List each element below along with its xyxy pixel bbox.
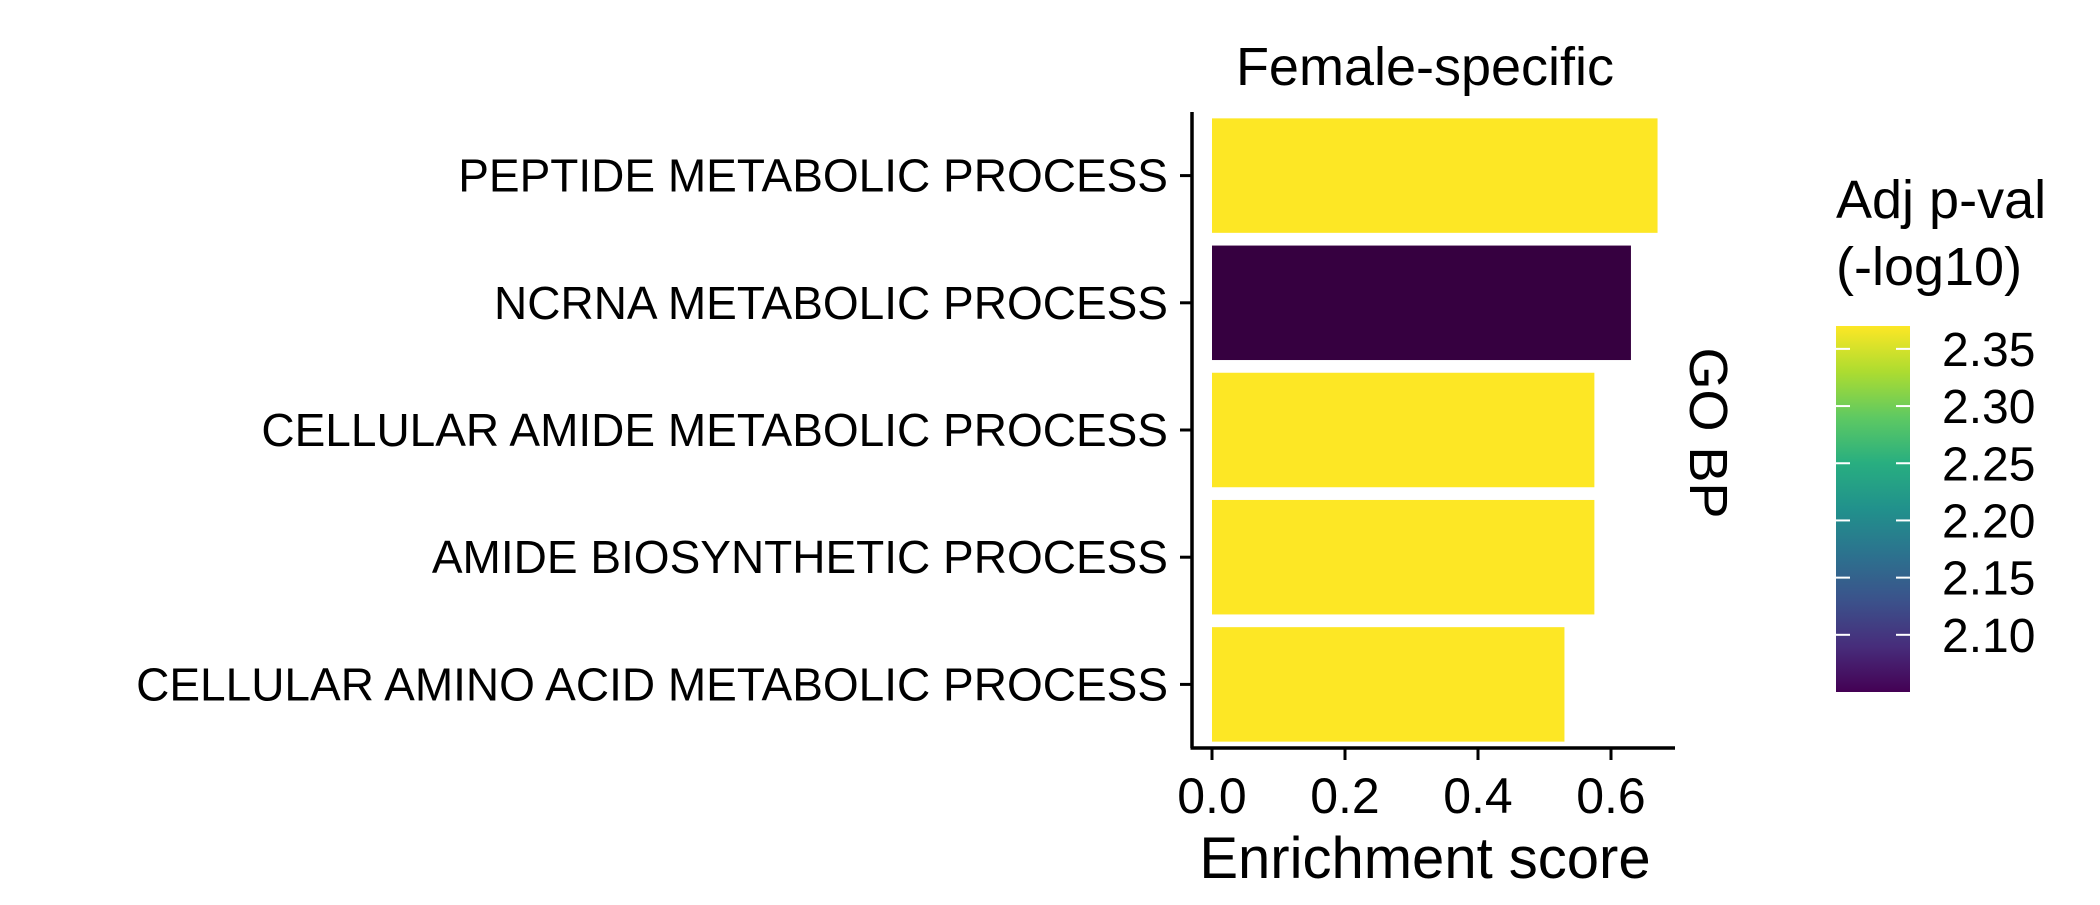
- bar-0: [1212, 118, 1658, 233]
- bar-4: [1212, 627, 1565, 742]
- facet-strip-label: GO BP: [1678, 347, 1738, 518]
- y-tick-label-2: CELLULAR AMIDE METABOLIC PROCESS: [261, 404, 1168, 456]
- colorbar-tick-label-0: 2.35: [1942, 324, 2035, 377]
- x-tick-label-0: 0.0: [1177, 768, 1247, 824]
- y-axis: PEPTIDE METABOLIC PROCESS NCRNA METABOLIC…: [136, 112, 1194, 748]
- legend-title-line-2: (-log10): [1836, 237, 2022, 297]
- colorbar-tick-label-2: 2.25: [1942, 438, 2035, 491]
- x-tick-label-1: 0.2: [1310, 768, 1380, 824]
- colorbar-tick-label-3: 2.20: [1942, 495, 2035, 548]
- y-tick-label-1: NCRNA METABOLIC PROCESS: [494, 277, 1168, 329]
- colorbar-ticks: 2.352.302.252.202.152.10: [1836, 324, 2035, 663]
- x-axis: 0.0 0.2 0.4 0.6: [1177, 746, 1675, 824]
- x-tick-label-2: 0.4: [1443, 768, 1513, 824]
- chart-title: Female-specific: [1236, 37, 1614, 97]
- x-tick-label-3: 0.6: [1576, 768, 1646, 824]
- colorbar-tick-label-4: 2.15: [1942, 553, 2035, 606]
- x-axis-title: Enrichment score: [1199, 826, 1650, 891]
- bar-2: [1212, 372, 1595, 488]
- bar-3: [1212, 499, 1595, 615]
- legend-title-line-1: Adj p-val: [1836, 170, 2046, 230]
- bars-layer: [1212, 118, 1658, 742]
- y-tick-label-0: PEPTIDE METABOLIC PROCESS: [458, 150, 1168, 202]
- colorbar-tick-label-1: 2.30: [1942, 381, 2035, 434]
- colorbar: [1836, 326, 1910, 692]
- colorbar-tick-label-5: 2.10: [1942, 610, 2035, 663]
- y-tick-label-3: AMIDE BIOSYNTHETIC PROCESS: [432, 531, 1168, 583]
- bar-1: [1212, 245, 1631, 361]
- color-legend: Adj p-val (-log10) 2.352.302.252.202.152…: [1836, 170, 2046, 692]
- y-tick-label-4: CELLULAR AMINO ACID METABOLIC PROCESS: [136, 658, 1168, 710]
